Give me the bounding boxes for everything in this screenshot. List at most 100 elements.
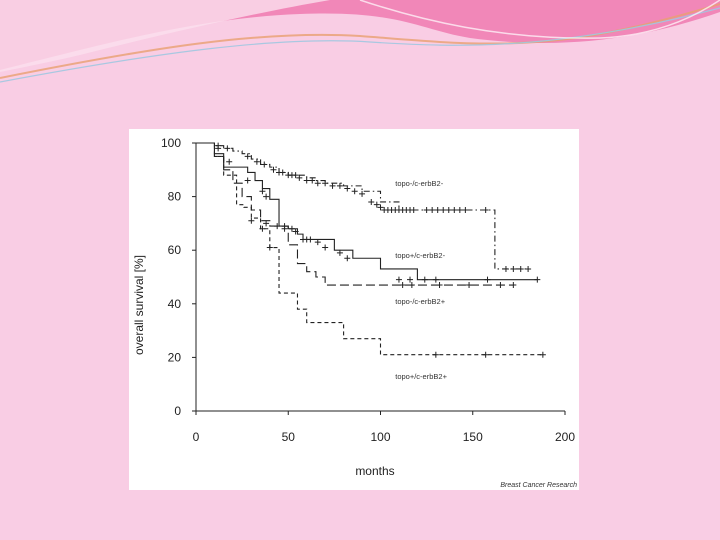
chart-ticks: 0 50 100 150 200 0 20 40 60 80 100: [161, 136, 575, 444]
y-tick-label: 60: [168, 243, 182, 257]
censor-mark: [440, 207, 447, 213]
censor-mark: [373, 201, 380, 208]
chart-series: topo-/c-erbB2- topo+/c-erbB2- topo-/c-erbB…: [196, 142, 546, 381]
censor-mark: [539, 351, 546, 358]
censor-mark: [502, 265, 509, 272]
series-topo-/c-erbB2-: topo-/c-erbB2-: [196, 142, 532, 272]
censor-mark: [344, 255, 351, 262]
y-tick-label: 20: [168, 350, 182, 364]
series-line: [196, 142, 543, 356]
decorative-banner: [0, 0, 720, 83]
censor-mark: [281, 225, 288, 232]
censor-mark: [456, 207, 463, 213]
censor-mark: [274, 223, 281, 230]
censor-mark: [525, 265, 532, 272]
series-label: topo-/c-erbB2+: [395, 297, 445, 306]
censor-mark: [292, 228, 299, 235]
series-topo-/c-erbB2+: topo-/c-erbB2+: [196, 142, 517, 306]
source-credit: Breast Cancer Research: [500, 482, 577, 489]
censor-mark: [395, 276, 402, 283]
censor-mark: [421, 276, 428, 283]
censor-mark: [445, 207, 452, 213]
censor-mark: [259, 188, 266, 195]
censor-mark: [368, 198, 375, 205]
censor-mark: [296, 174, 303, 181]
chart-axes: [195, 143, 565, 412]
censor-mark: [484, 276, 491, 283]
censor-mark: [224, 145, 231, 152]
x-axis-label: months: [355, 464, 394, 478]
censor-mark: [429, 207, 436, 213]
censor-mark: [432, 351, 439, 358]
censor-mark: [244, 177, 251, 184]
censor-mark: [292, 172, 299, 179]
censor-mark: [314, 180, 321, 187]
series-line: [196, 142, 514, 286]
x-tick-label: 50: [282, 430, 296, 444]
x-tick-label: 100: [370, 430, 390, 444]
censor-mark: [510, 282, 517, 289]
censor-mark: [410, 207, 417, 213]
censor-mark: [482, 207, 489, 213]
censor-mark: [510, 265, 517, 272]
censor-mark: [359, 190, 366, 197]
series-topo+/c-erbB2+: topo+/c-erbB2+: [196, 142, 546, 381]
series-topo+/c-erbB2-: topo+/c-erbB2-: [196, 142, 541, 283]
y-tick-label: 0: [174, 404, 181, 418]
censor-mark: [423, 207, 430, 213]
series-label: topo+/c-erbB2+: [395, 372, 447, 381]
censor-mark: [270, 166, 277, 173]
banner-wave-light: [0, 0, 330, 72]
x-tick-label: 200: [555, 430, 575, 444]
censor-mark: [266, 244, 273, 251]
banner-wave-line: [0, 7, 720, 83]
y-axis-label: overall survival [%]: [132, 255, 146, 355]
banner-wave-strip: [0, 3, 720, 79]
censor-mark: [534, 276, 541, 283]
censor-mark: [248, 217, 255, 224]
censor-mark: [261, 161, 268, 168]
censor-mark: [344, 185, 351, 192]
censor-mark: [307, 236, 314, 243]
x-tick-label: 150: [463, 430, 483, 444]
censor-mark: [399, 282, 406, 289]
censor-mark: [408, 282, 415, 289]
censor-mark: [377, 204, 384, 211]
y-tick-label: 100: [161, 136, 181, 150]
censor-mark: [253, 158, 260, 165]
censor-mark: [336, 182, 343, 189]
censor-mark: [279, 169, 286, 176]
censor-mark: [314, 239, 321, 246]
censor-mark: [451, 207, 458, 213]
x-tick-label: 0: [193, 430, 200, 444]
y-tick-label: 40: [168, 297, 182, 311]
censor-mark: [436, 282, 443, 289]
censor-mark: [466, 282, 473, 289]
censor-mark: [434, 207, 441, 213]
censor-mark: [336, 249, 343, 256]
censor-mark: [407, 276, 414, 283]
censor-mark: [462, 207, 469, 213]
banner-wave-edge: [359, 0, 720, 39]
censor-mark: [482, 351, 489, 358]
censor-mark: [517, 265, 524, 272]
censor-mark: [322, 180, 329, 187]
censor-mark: [303, 177, 310, 184]
censor-mark: [309, 177, 316, 184]
censor-mark: [259, 225, 266, 232]
censor-mark: [432, 276, 439, 283]
censor-mark: [263, 220, 270, 227]
censor-mark: [329, 182, 336, 189]
y-tick-label: 80: [168, 190, 182, 204]
censor-mark: [215, 145, 222, 152]
censor-mark: [497, 282, 504, 289]
figure-panel: 0 50 100 150 200 0 20 40 60 80 100 topo-/c-erbB2- t…: [129, 129, 579, 490]
series-line: [196, 142, 529, 270]
censor-mark: [322, 244, 329, 251]
censor-mark: [288, 225, 295, 232]
series-label: topo+/c-erbB2-: [395, 251, 445, 260]
series-label: topo-/c-erbB2-: [395, 179, 443, 188]
censor-mark: [263, 193, 270, 200]
censor-mark: [351, 188, 358, 195]
